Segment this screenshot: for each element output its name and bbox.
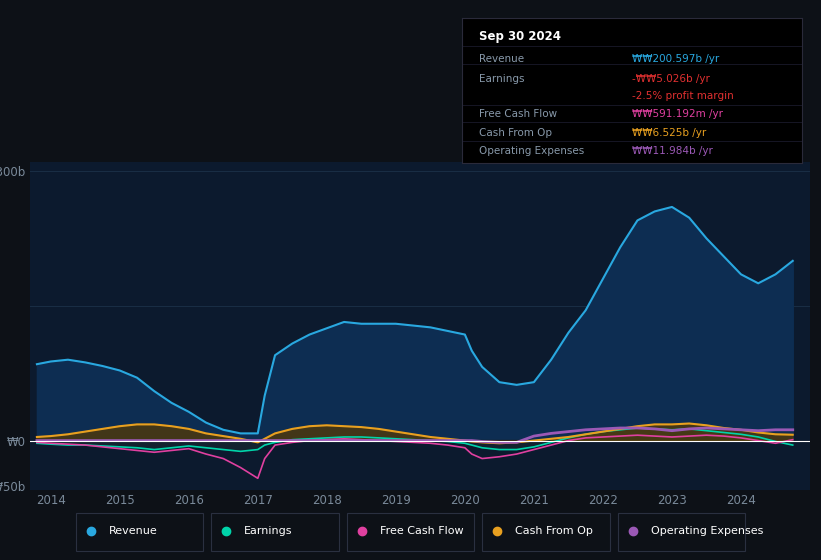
- Text: Operating Expenses: Operating Expenses: [479, 146, 585, 156]
- Text: -2.5% profit margin: -2.5% profit margin: [632, 91, 734, 101]
- Text: -₩₩5.026b /yr: -₩₩5.026b /yr: [632, 74, 710, 84]
- Text: Operating Expenses: Operating Expenses: [650, 526, 763, 536]
- Text: ₩₩591.192m /yr: ₩₩591.192m /yr: [632, 109, 723, 119]
- Text: ₩₩200.597b /yr: ₩₩200.597b /yr: [632, 54, 719, 64]
- Text: ₩₩6.525b /yr: ₩₩6.525b /yr: [632, 128, 706, 138]
- Text: Cash From Op: Cash From Op: [516, 526, 593, 536]
- Text: ₩₩11.984b /yr: ₩₩11.984b /yr: [632, 146, 713, 156]
- Text: Free Cash Flow: Free Cash Flow: [380, 526, 463, 536]
- Text: Revenue: Revenue: [108, 526, 158, 536]
- Text: Earnings: Earnings: [479, 74, 525, 84]
- Text: Sep 30 2024: Sep 30 2024: [479, 30, 561, 43]
- Text: Free Cash Flow: Free Cash Flow: [479, 109, 557, 119]
- Text: Revenue: Revenue: [479, 54, 524, 64]
- Text: Earnings: Earnings: [245, 526, 293, 536]
- Text: Cash From Op: Cash From Op: [479, 128, 552, 138]
